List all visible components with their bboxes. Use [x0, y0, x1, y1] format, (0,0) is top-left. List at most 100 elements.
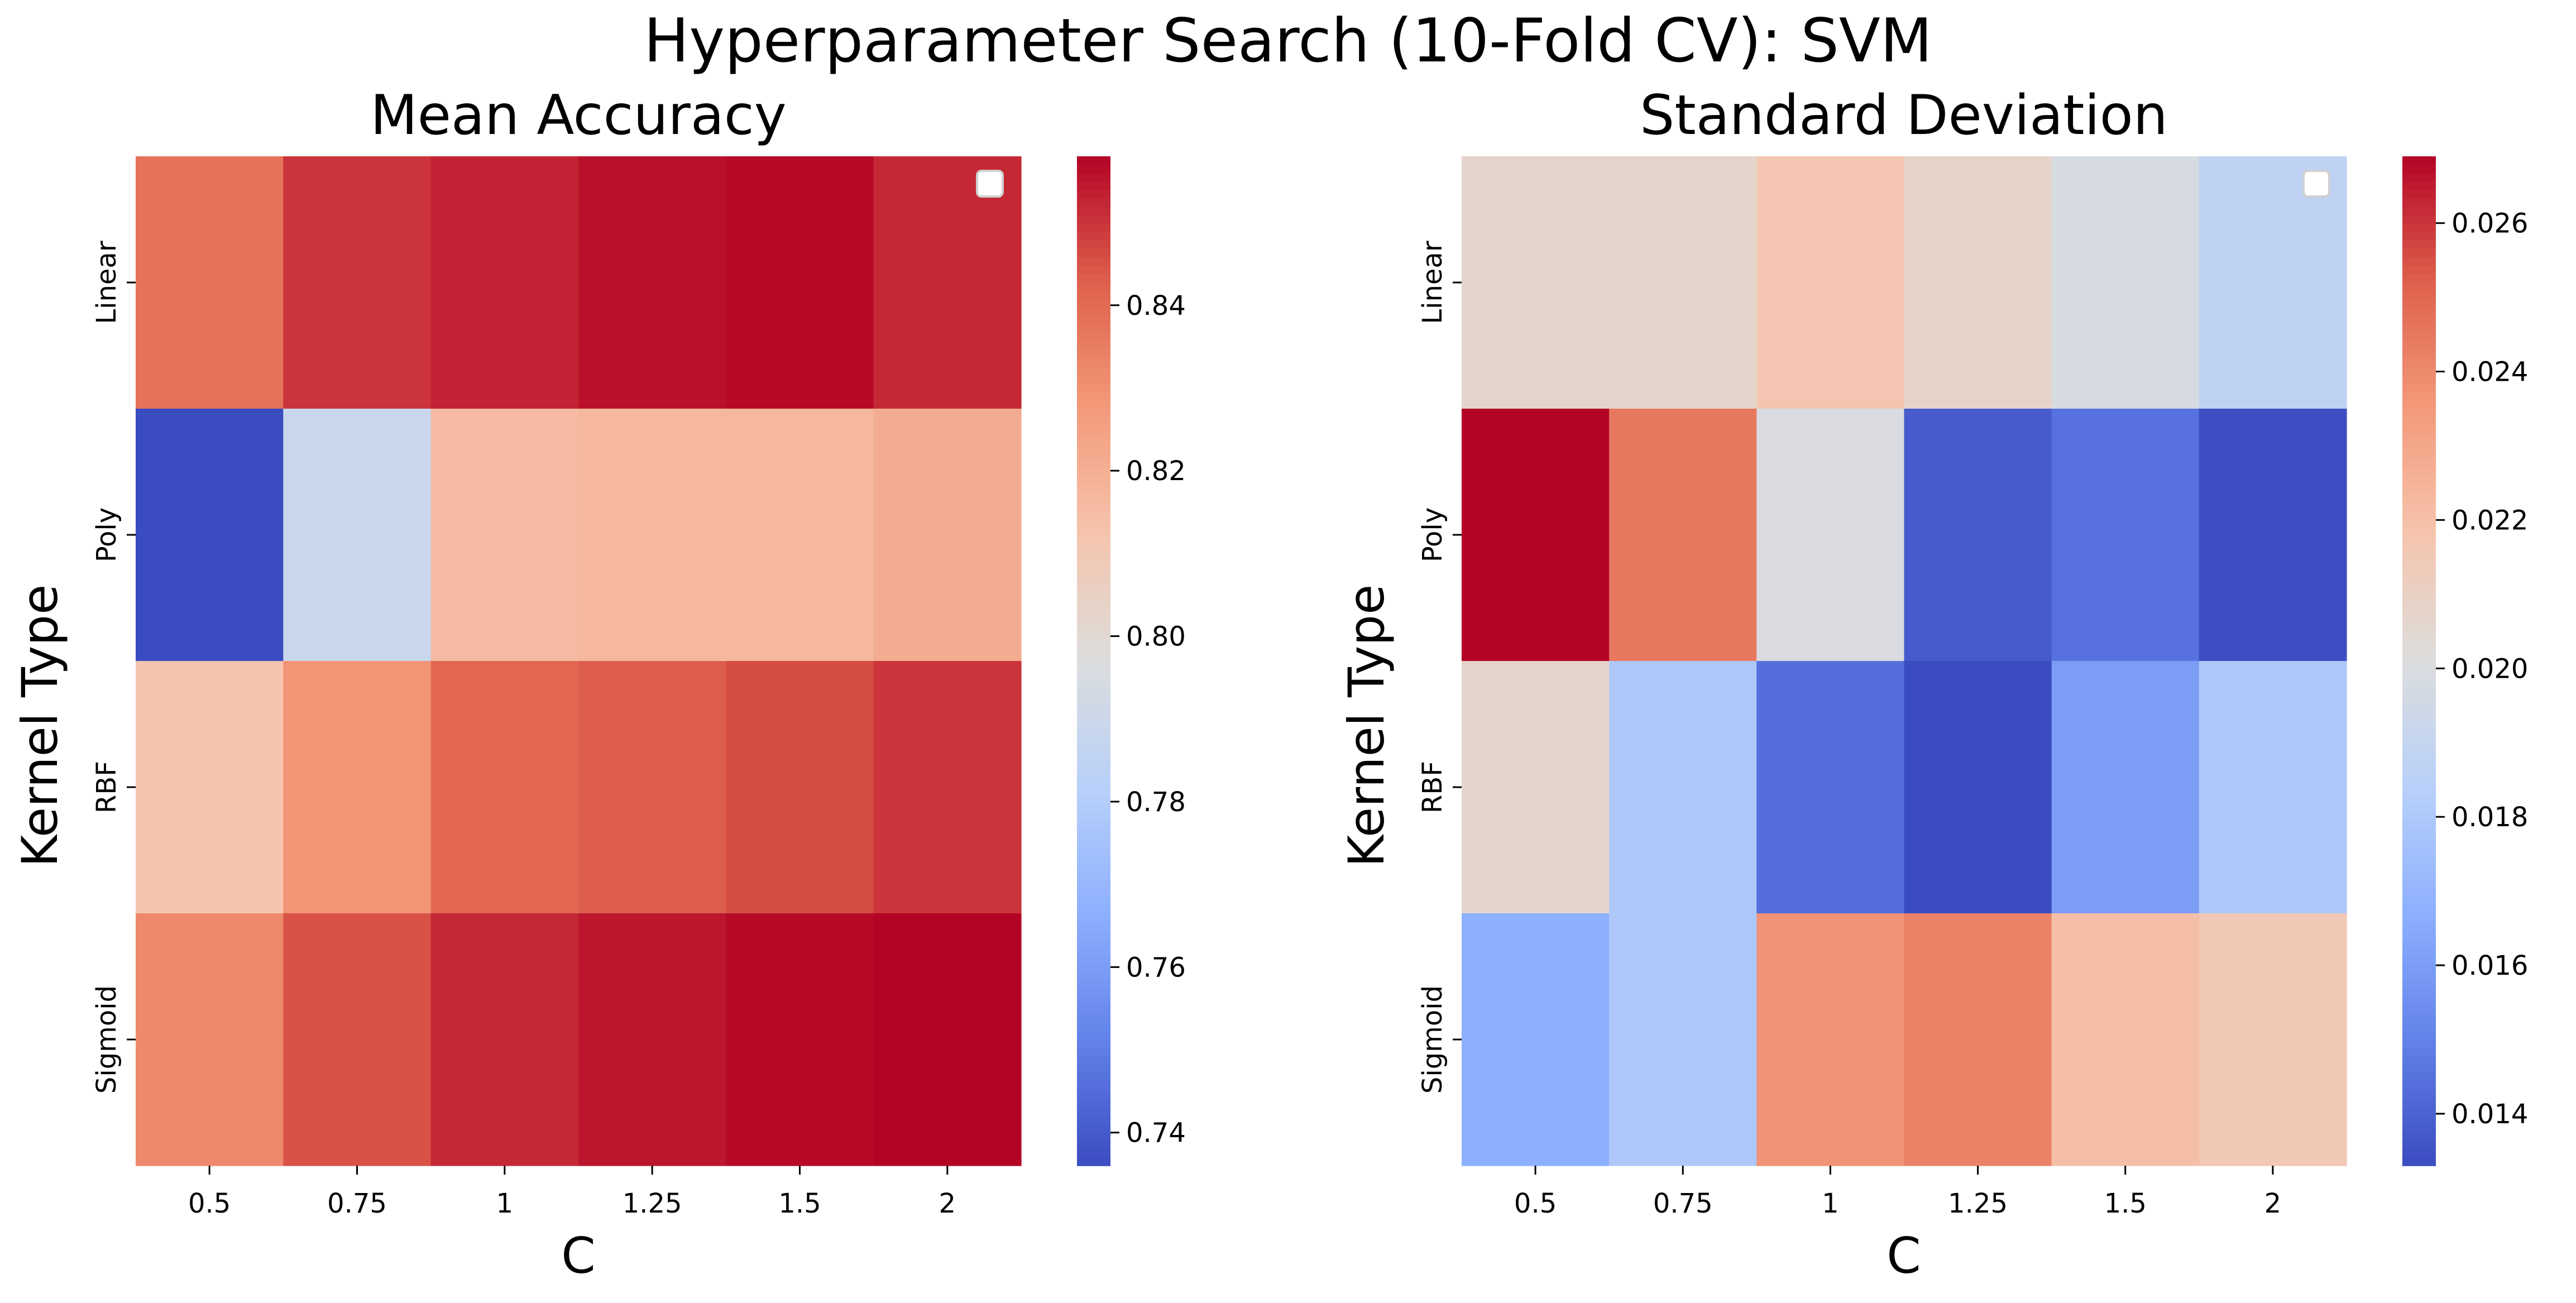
colorbar-segment [2402, 871, 2436, 880]
colorbar-segment [1077, 526, 1110, 535]
heatmap-cell [2199, 661, 2347, 914]
colorbar-segment [2402, 257, 2436, 266]
colorbar-segment [1077, 602, 1110, 611]
colorbar-segment [1077, 627, 1110, 636]
colorbar-tick-label: 0.78 [1126, 787, 1186, 818]
colorbar-segment [1077, 770, 1110, 779]
colorbar-segment [1077, 232, 1110, 241]
colorbar-segment [1077, 711, 1110, 721]
colorbar-segment [2402, 686, 2436, 696]
colorbar-segment [2402, 602, 2436, 611]
colorbar-segment [2402, 703, 2436, 712]
colorbar-segment [1077, 1022, 1110, 1032]
x-tick-label: 0.5 [188, 1188, 231, 1219]
colorbar-tick-label: 0.80 [1126, 621, 1186, 653]
colorbar-segment [1077, 1081, 1110, 1091]
colorbar-segment [1077, 703, 1110, 712]
legend-box[interactable] [2302, 170, 2330, 198]
colorbar-segment [1077, 375, 1110, 384]
colorbar-segment [1077, 745, 1110, 754]
heatmap-cell [2051, 661, 2200, 914]
x-tick-label: 1 [496, 1188, 514, 1219]
colorbar-segment [2402, 837, 2436, 847]
colorbar-segment [2402, 1157, 2436, 1166]
colorbar-segment [2402, 391, 2436, 401]
heatmap-cell [1462, 913, 1610, 1166]
colorbar-segment [1077, 577, 1110, 586]
colorbar-segment [2402, 1048, 2436, 1057]
colorbar-segment [2402, 366, 2436, 376]
colorbar-segment [1077, 181, 1110, 191]
heatmap-cell [578, 156, 726, 409]
colorbar-segment [2402, 1081, 2436, 1091]
heatmap-cell [136, 409, 284, 662]
colorbar-segment [1077, 324, 1110, 334]
y-tick-labels: Linear Poly RBF Sigmoid [1417, 241, 1462, 1094]
colorbar-segment [1077, 1090, 1110, 1099]
colorbar-segment [1077, 829, 1110, 839]
colorbar-segment [1077, 694, 1110, 704]
colorbar-segment [1077, 1073, 1110, 1082]
colorbar-segment [1077, 989, 1110, 998]
heatmap-cell [1462, 156, 1610, 409]
colorbar-segment [2402, 904, 2436, 914]
heatmap-cell [726, 661, 874, 914]
colorbar-segment [2402, 223, 2436, 233]
colorbar-segment [1077, 316, 1110, 325]
colorbar-segment [2402, 930, 2436, 939]
x-tick-label: 1.5 [778, 1188, 821, 1219]
colorbar-segment [1077, 417, 1110, 426]
colorbar-segment [1077, 1005, 1110, 1015]
colorbar-segment [1077, 980, 1110, 990]
colorbar-tick-label: 0.024 [2451, 357, 2528, 388]
colorbar-segment [2402, 535, 2436, 544]
heatmap-cell [1609, 409, 1757, 662]
colorbar-segment [2402, 728, 2436, 737]
colorbar-segment [2402, 896, 2436, 906]
legend-box[interactable] [976, 170, 1004, 198]
y-tick-label: RBF [1417, 761, 1448, 813]
colorbar-segment [2402, 678, 2436, 687]
colorbar-segment [1077, 308, 1110, 317]
colorbar-segment [1077, 1106, 1110, 1116]
colorbar-segment [1077, 560, 1110, 569]
colorbar-segment [2402, 1115, 2436, 1124]
colorbar-segment [2402, 669, 2436, 678]
colorbar-segment [2402, 181, 2436, 191]
colorbar-segment [1077, 459, 1110, 468]
x-tick-label: 1.5 [2104, 1188, 2147, 1219]
colorbar-segment [1077, 879, 1110, 889]
colorbar-segment [2402, 964, 2436, 973]
colorbar-segment [2402, 1090, 2436, 1099]
colorbar-segment [1077, 1132, 1110, 1141]
colorbar-segment [1077, 736, 1110, 746]
colorbar-segment [2402, 888, 2436, 897]
colorbar-segment [2402, 568, 2436, 578]
colorbar-tick-label: 0.020 [2451, 653, 2528, 684]
heatmap-cell [283, 661, 432, 914]
colorbar-segment [2402, 1056, 2436, 1065]
colorbar-segment [2402, 1123, 2436, 1133]
heatmap-cell [1609, 156, 1757, 409]
colorbar-segment [1077, 484, 1110, 494]
heatmap-cell [2051, 156, 2200, 409]
colorbar-segment [2402, 1031, 2436, 1040]
colorbar-segment [2402, 333, 2436, 342]
heatmap-cell [1904, 409, 2052, 662]
colorbar-segment [1077, 997, 1110, 1007]
colorbar-segment [2402, 375, 2436, 384]
colorbar-segment [1077, 240, 1110, 250]
heatmap-panel-standard-deviation: Standard Deviation 0.5 0.75 1 1.25 1.5 2 Line… [1338, 84, 2528, 1285]
heatmap-cell [430, 913, 579, 1166]
colorbar-segment [1077, 358, 1110, 367]
colorbar-segment [1077, 619, 1110, 628]
heatmap-cell [578, 913, 726, 1166]
colorbar-segment [1077, 1031, 1110, 1040]
colorbar-segment [2402, 291, 2436, 300]
colorbar-segment [2402, 955, 2436, 965]
colorbar-segment [1077, 535, 1110, 544]
colorbar-segment [2402, 409, 2436, 418]
heatmap-cell [873, 409, 1022, 662]
heatmap-cell [283, 913, 432, 1166]
colorbar-segment [2402, 299, 2436, 308]
